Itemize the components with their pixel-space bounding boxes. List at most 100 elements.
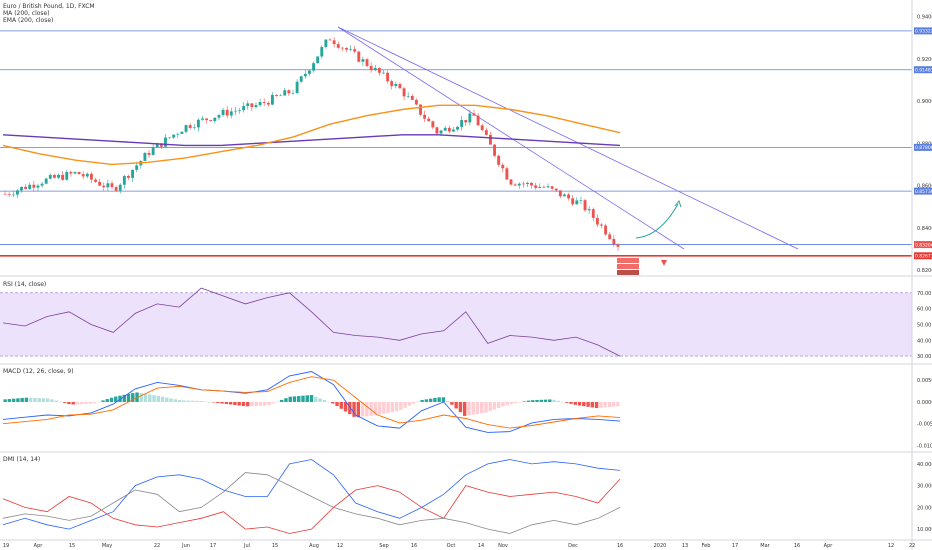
candle-body bbox=[431, 121, 435, 128]
candle-body bbox=[246, 103, 250, 107]
price-level-tag-label: 0.82673 bbox=[915, 254, 932, 260]
candle-body bbox=[196, 119, 200, 128]
price-axis-tick: 0.90000 bbox=[917, 99, 932, 105]
candle-body bbox=[275, 94, 278, 96]
macd-histogram-bar bbox=[314, 396, 318, 402]
macd-histogram-bar bbox=[377, 401, 382, 415]
dmi-axis-tick: 30.0000 bbox=[917, 484, 932, 490]
event-badge-2 bbox=[617, 264, 639, 269]
macd-histogram-bar bbox=[267, 401, 271, 405]
candle-body bbox=[353, 49, 357, 52]
macd-histogram-bar bbox=[280, 399, 284, 402]
macd-histogram-bar bbox=[305, 395, 309, 402]
candle-body bbox=[575, 200, 579, 205]
candle-body bbox=[114, 187, 118, 191]
macd-histogram-bar bbox=[109, 397, 114, 402]
macd-histogram-bar bbox=[7, 399, 12, 402]
macd-histogram-bar bbox=[539, 399, 543, 402]
macd-histogram-bar bbox=[233, 401, 237, 406]
event-badge-1 bbox=[617, 258, 639, 263]
ema-200-line bbox=[2, 104, 621, 166]
candle-body bbox=[439, 130, 443, 134]
macd-histogram-bar bbox=[114, 396, 118, 402]
macd-histogram-bar bbox=[67, 401, 71, 405]
trendline-shallow bbox=[337, 26, 799, 250]
candle-body bbox=[365, 59, 369, 67]
macd-histogram-bar bbox=[220, 401, 224, 404]
macd-histogram-bar bbox=[297, 396, 301, 402]
candle-body bbox=[484, 130, 488, 135]
time-axis-label: 17 bbox=[210, 543, 216, 549]
candle-body bbox=[583, 200, 587, 211]
macd-histogram-bar bbox=[565, 401, 569, 403]
macd-histogram-bar bbox=[301, 395, 305, 402]
candle-body bbox=[373, 67, 377, 71]
candle-body bbox=[464, 120, 468, 123]
price-level-tag-label: 0.83204 bbox=[915, 242, 932, 248]
macd-histogram-bar bbox=[288, 396, 292, 402]
time-axis-label: 16 bbox=[411, 543, 417, 549]
candle-body bbox=[151, 147, 155, 155]
macd-histogram-bar bbox=[505, 401, 509, 406]
candle-body bbox=[28, 184, 32, 189]
macd-histogram-bar bbox=[16, 398, 20, 402]
candle-body bbox=[488, 134, 492, 145]
candle-body bbox=[369, 66, 373, 71]
time-axis-label: 16 bbox=[794, 543, 800, 549]
macd-histogram-bar bbox=[24, 397, 29, 402]
macd-histogram-bar bbox=[101, 400, 105, 402]
candle-body bbox=[201, 118, 204, 120]
candle-body bbox=[94, 179, 97, 182]
macd-histogram-bar bbox=[560, 401, 565, 403]
candle-body bbox=[192, 127, 196, 128]
candle-body bbox=[155, 143, 159, 148]
macd-histogram-bar bbox=[207, 401, 212, 403]
candle-body bbox=[414, 99, 418, 105]
macd-histogram-bar bbox=[467, 401, 471, 416]
macd-histogram-bar bbox=[50, 399, 54, 402]
price-axis-tick: 0.86000 bbox=[917, 184, 932, 190]
macd-histogram-bar bbox=[292, 396, 297, 402]
candle-body bbox=[81, 174, 85, 177]
candle-body bbox=[168, 137, 172, 139]
time-axis-label: Jul bbox=[243, 543, 250, 549]
macd-indicator-label[interactable]: MACD (12, 26, close, 9) bbox=[3, 368, 74, 375]
macd-histogram-bar bbox=[20, 398, 24, 402]
macd-histogram-bar bbox=[318, 398, 322, 402]
macd-histogram-bar bbox=[399, 401, 403, 410]
macd-histogram-bar bbox=[582, 401, 586, 407]
macd-histogram-bar bbox=[322, 400, 326, 402]
dmi-indicator-label[interactable]: DMI (14, 14) bbox=[3, 456, 41, 463]
candle-body bbox=[205, 118, 209, 121]
macd-histogram-bar bbox=[92, 401, 97, 404]
time-axis-label: Dec bbox=[568, 543, 578, 549]
ema-indicator-label[interactable]: EMA (200, close) bbox=[3, 17, 54, 24]
candle-body bbox=[476, 115, 480, 126]
candle-body bbox=[316, 56, 320, 64]
macd-histogram-bar bbox=[148, 394, 152, 402]
macd-histogram-bar bbox=[573, 401, 578, 405]
candle-body bbox=[98, 181, 102, 186]
candle-body bbox=[254, 105, 258, 108]
macd-histogram-bar bbox=[28, 397, 33, 402]
symbol-title[interactable]: Euro / British Pound, 1D, FXCM bbox=[3, 3, 95, 10]
candle-body bbox=[213, 117, 217, 121]
macd-histogram-bar bbox=[552, 399, 556, 402]
candle-body bbox=[419, 104, 422, 115]
time-axis-label: 22 bbox=[154, 543, 160, 549]
candle-body bbox=[250, 103, 254, 108]
dmi-axis-tick: 40.0000 bbox=[917, 462, 932, 468]
macd-histogram-bar bbox=[199, 401, 203, 402]
macd-histogram-bar bbox=[237, 401, 241, 406]
rsi-indicator-label[interactable]: RSI (14, close) bbox=[3, 281, 47, 288]
time-axis-label: Aug bbox=[309, 543, 319, 549]
macd-histogram-bar bbox=[492, 401, 497, 410]
macd-histogram-bar bbox=[275, 401, 280, 403]
candle-body bbox=[534, 185, 538, 188]
candle-body bbox=[427, 118, 431, 122]
ma-200-line bbox=[2, 134, 621, 147]
candle-body bbox=[340, 47, 344, 49]
ma-indicator-label[interactable]: MA (200, close) bbox=[3, 10, 50, 17]
macd-histogram-bar bbox=[611, 401, 616, 407]
